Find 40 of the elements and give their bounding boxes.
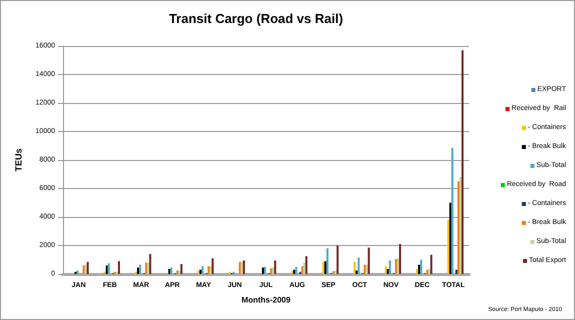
bar	[394, 259, 398, 274]
bar	[137, 268, 140, 274]
bar	[202, 266, 204, 274]
bar	[384, 266, 387, 274]
bar	[420, 260, 422, 274]
bar	[457, 181, 460, 274]
bar	[301, 266, 304, 274]
bar	[149, 254, 152, 274]
bar	[447, 220, 450, 274]
bar	[336, 246, 339, 274]
bar	[388, 260, 391, 274]
x-axis-title: Months-2009	[242, 296, 291, 304]
bar	[451, 148, 454, 274]
bar	[397, 258, 400, 274]
bar	[274, 260, 276, 274]
bar	[356, 270, 358, 274]
bar	[326, 248, 328, 274]
bar	[399, 244, 402, 274]
bar	[118, 261, 120, 274]
bar	[303, 262, 306, 274]
bar	[430, 254, 432, 274]
bar	[386, 269, 389, 274]
chart-title: Transit Cargo (Road vs Rail)	[168, 11, 344, 26]
bar	[305, 256, 308, 274]
bar	[449, 202, 452, 274]
bar	[199, 270, 202, 274]
bar	[455, 270, 458, 274]
bar	[368, 248, 370, 274]
bar	[212, 258, 214, 274]
bar	[139, 264, 142, 274]
bar	[86, 262, 89, 274]
y-axis-title: TEUs	[14, 148, 24, 172]
bar	[462, 50, 464, 274]
bar	[295, 266, 298, 274]
bar	[416, 269, 418, 274]
bar	[180, 264, 182, 274]
bar	[459, 177, 462, 274]
bar	[358, 258, 360, 274]
bar	[354, 262, 356, 274]
bar	[418, 264, 420, 274]
